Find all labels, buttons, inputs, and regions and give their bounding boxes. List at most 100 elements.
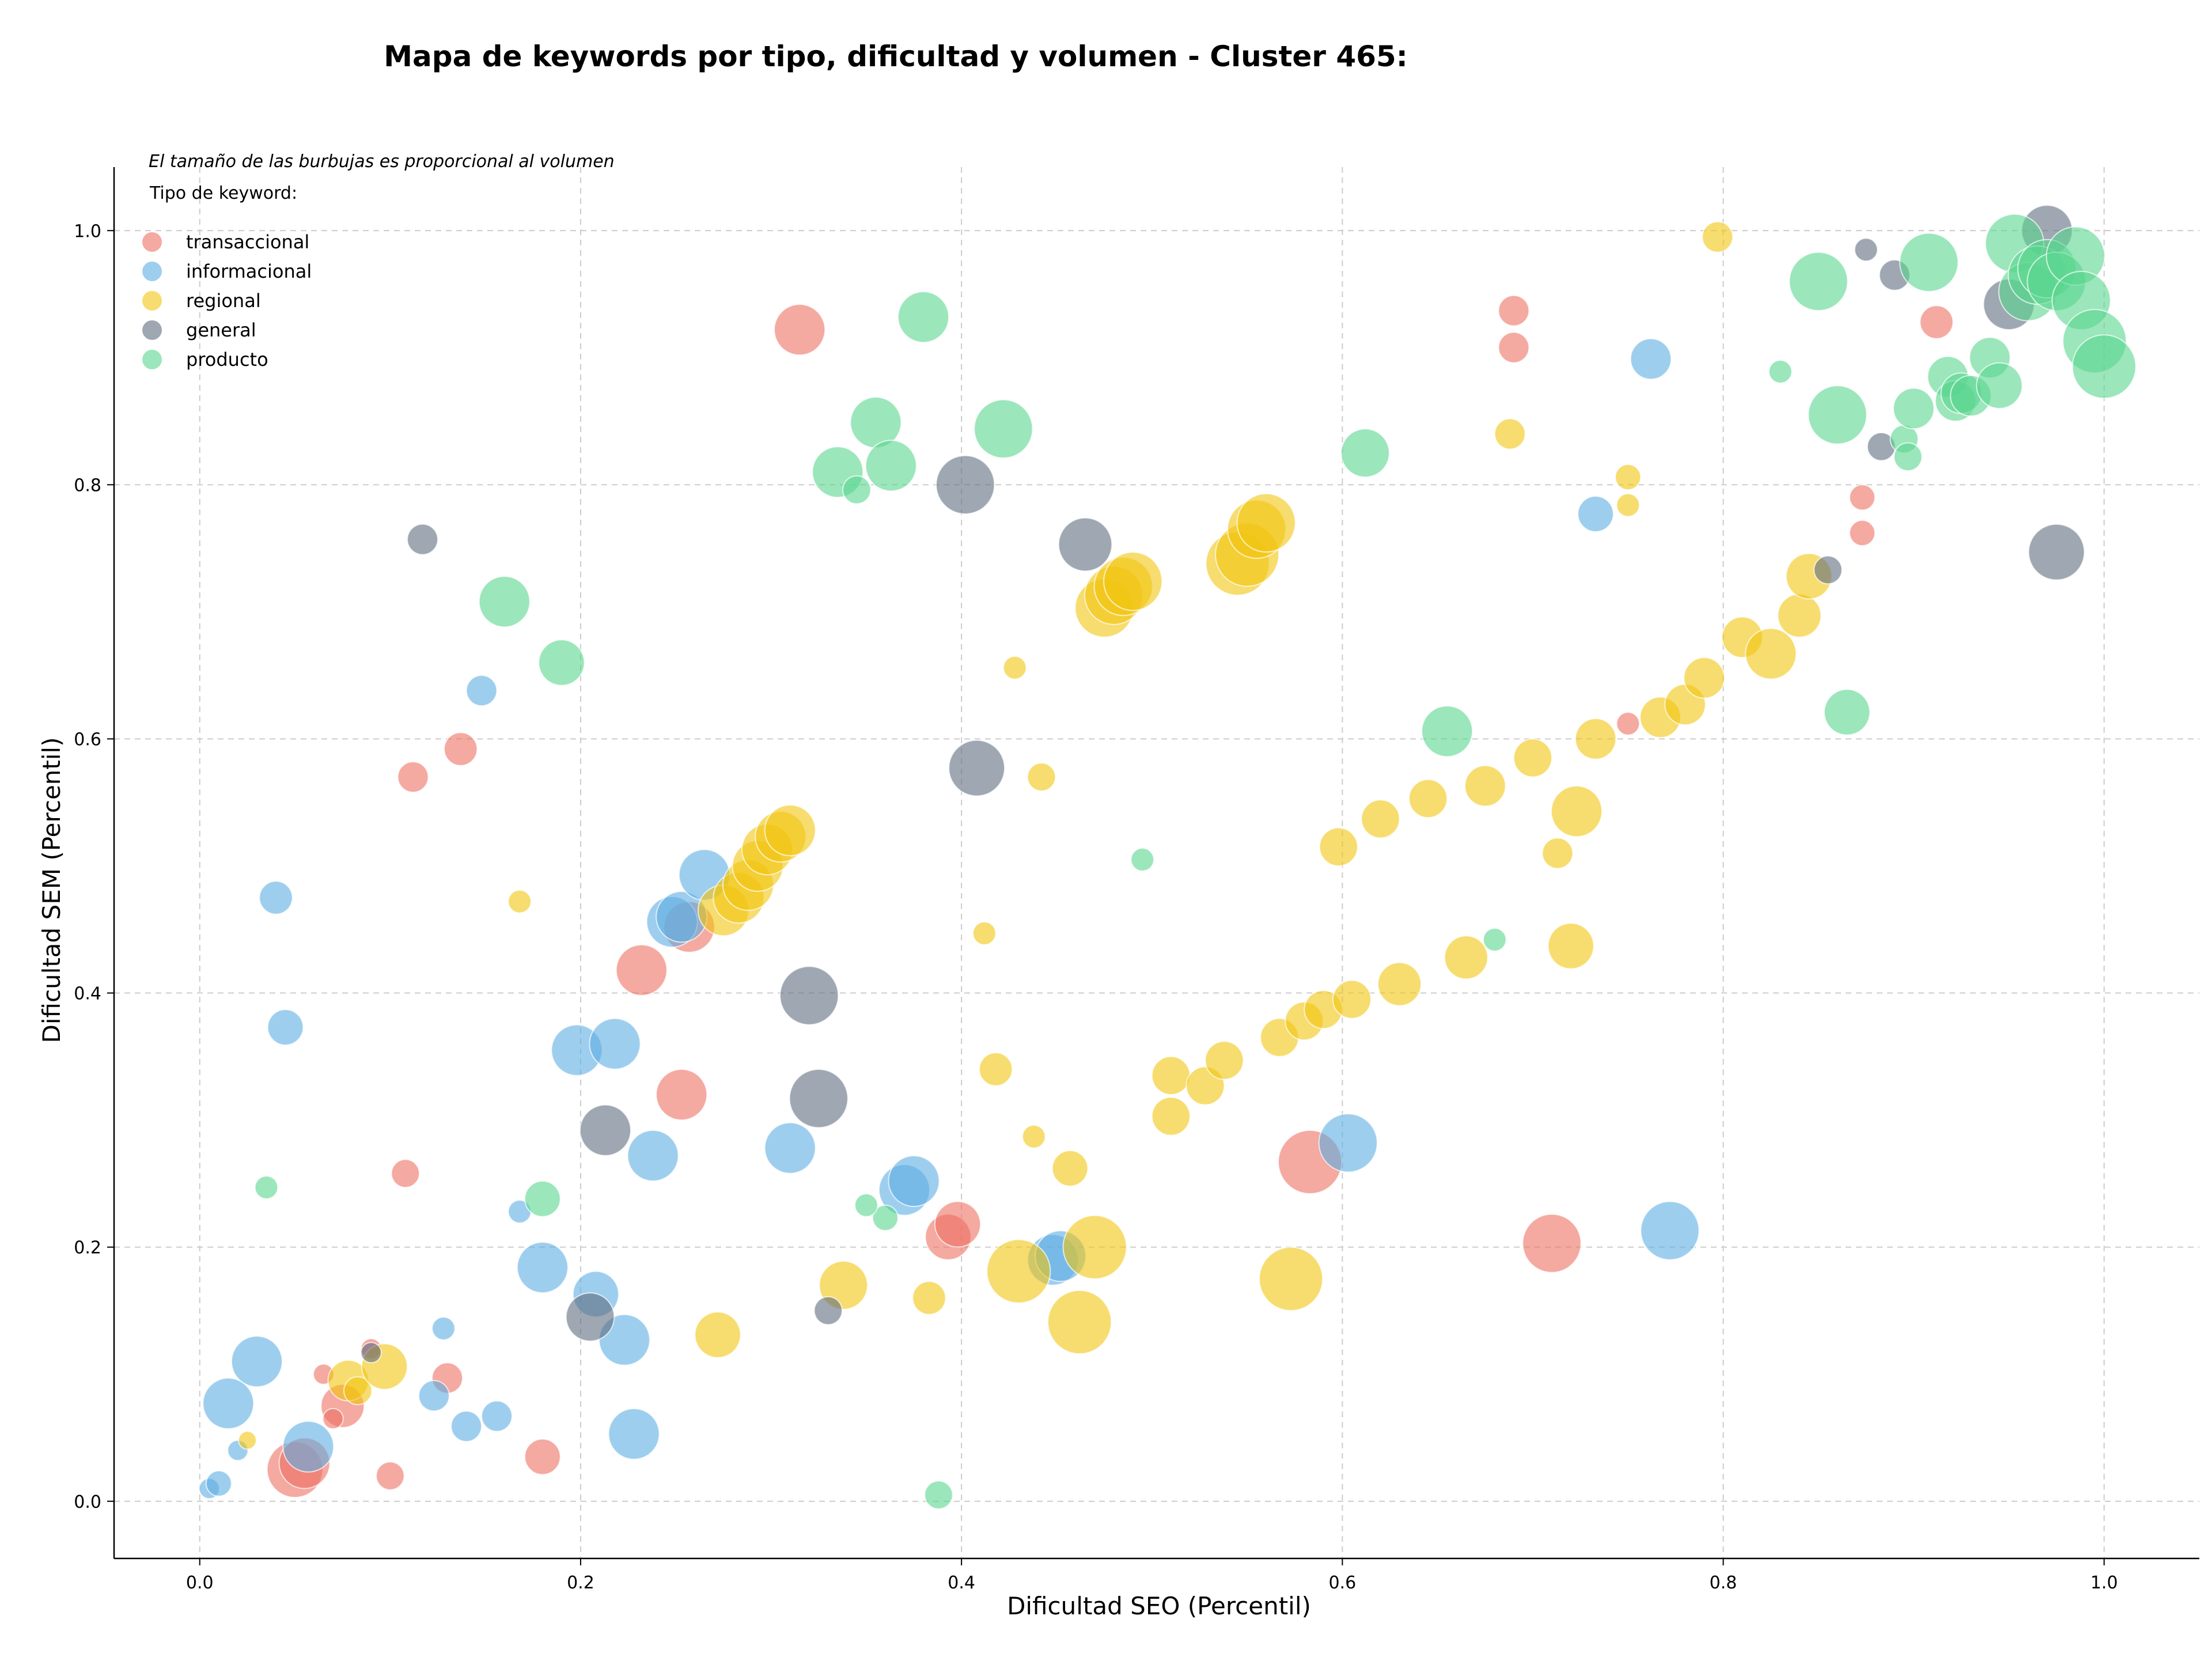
bubble-producto [924,1480,953,1509]
x-tick-label: 0.8 [1710,1573,1737,1593]
x-tick-label: 1.0 [2090,1573,2118,1593]
bubble-transaccional [1849,520,1876,547]
bubble-general [779,966,839,1026]
bubble-transaccional [615,944,668,996]
bubble-informacional [1318,1113,1378,1173]
bubble-transaccional [1919,305,1954,339]
x-tick-label: 0.0 [186,1573,214,1593]
bubble-informacional [627,1129,679,1182]
bubble-general [579,1104,631,1156]
bubble-producto [897,291,950,343]
ticks: 0.0 0.2 0.4 0.6 0.8 1.0 0.0 0.2 0.4 0.6 0.8 1.0 [74,221,2118,1593]
y-tick-label: 0.0 [74,1492,101,1512]
bubble-producto [254,1175,279,1200]
bubble-informacional [202,1377,255,1429]
bubble-regional [1103,551,1163,611]
grid [114,167,2199,1558]
bubble-regional [1615,464,1642,491]
bubble-producto [478,576,531,628]
bubble-general [1813,555,1843,585]
bubble-producto [842,475,872,505]
bubble-informacional [481,1400,513,1432]
y-axis-label: Dificultad SEM (Percentil) [37,737,66,1043]
bubble-regional [1151,1096,1191,1136]
bubble-transaccional [444,732,478,766]
bubble-regional [1616,493,1641,517]
bubble-general [407,523,438,555]
y-tick-label: 0.6 [74,729,101,750]
bubble-informacional [608,1408,660,1460]
bubble-informacional [888,1155,940,1207]
bubble-transaccional [774,304,826,356]
bubble-transaccional [397,761,429,793]
bubble-general [935,455,995,514]
bubble-producto [1789,251,1849,312]
bubble-producto [1892,387,1935,430]
bubble-transaccional [524,1438,561,1475]
bubble-transaccional [934,1201,982,1248]
bubble-producto [538,639,585,686]
bubble-regional [1745,627,1797,680]
bubble-informacional [259,880,293,915]
x-axis-label: Dificultad SEO (Percentil) [1007,1592,1311,1620]
size-annotation: El tamaño de las burbujas es proporciona… [149,152,615,172]
bubble-informacional [230,1335,283,1388]
bubble-general [1854,237,1878,262]
bubble-producto [1808,385,1868,445]
bubble-regional [1494,418,1526,450]
bubble-regional [1574,718,1617,760]
bubble-general [360,1342,382,1364]
bubble-informacional [1577,495,1614,532]
bubble-general [1058,517,1113,572]
x-tick-label: 0.6 [1328,1573,1356,1593]
bubble-informacional [1630,338,1672,380]
bubble-producto [1899,232,1959,293]
bubble-informacional [205,1470,232,1497]
bubble-regional [1408,779,1448,819]
bubble-producto [524,1181,561,1217]
axes [113,167,2199,1560]
legend: transaccional informacional regional genera… [142,231,312,370]
legend-marker-general [142,320,162,340]
bubble-informacional [431,1316,456,1341]
bubble-informacional [516,1241,569,1293]
bubble-regional [1777,593,1822,638]
bubble-regional [764,804,816,857]
bubble-informacional [1640,1201,1700,1261]
y-tick-label: 0.2 [74,1238,101,1258]
x-tick-label: 0.2 [567,1573,594,1593]
bubble-informacional [450,1410,482,1443]
bubble-regional [1205,1041,1244,1080]
bubble-producto [872,1204,899,1231]
bubble-transaccional [322,1408,344,1429]
bubble-regional [1361,799,1400,839]
legend-title: Tipo de keyword: [149,183,297,203]
bubble-regional [343,1376,373,1406]
bubble-regional [1002,656,1027,680]
y-tick-label: 1.0 [74,221,101,241]
bubbles [198,205,2137,1509]
y-tick-label: 0.8 [74,475,101,495]
bubble-producto [1893,442,1923,472]
bubble-producto [1976,362,2023,409]
bubble-regional [1550,785,1603,838]
bubble-producto [1130,847,1155,872]
y-tick-label: 0.4 [74,984,101,1004]
bubble-transaccional [656,1069,708,1121]
bubble-transaccional [1522,1213,1582,1273]
bubble-transaccional [1498,294,1530,327]
legend-label-transaccional: transaccional [186,231,309,253]
bubble-transaccional [1616,712,1641,736]
bubble-informacional [465,675,498,707]
legend-label-regional: regional [186,290,261,312]
bubble-transaccional [391,1159,421,1188]
bubble-general [2028,523,2085,581]
bubble-regional [1236,493,1296,553]
bubble-regional [1021,1124,1046,1149]
bubble-general [813,1296,843,1326]
bubble-producto [1340,428,1390,478]
bubble-transaccional [1849,484,1876,511]
bubble-general [948,739,1005,797]
bubble-producto [865,440,917,492]
bubble-producto [854,1193,878,1217]
